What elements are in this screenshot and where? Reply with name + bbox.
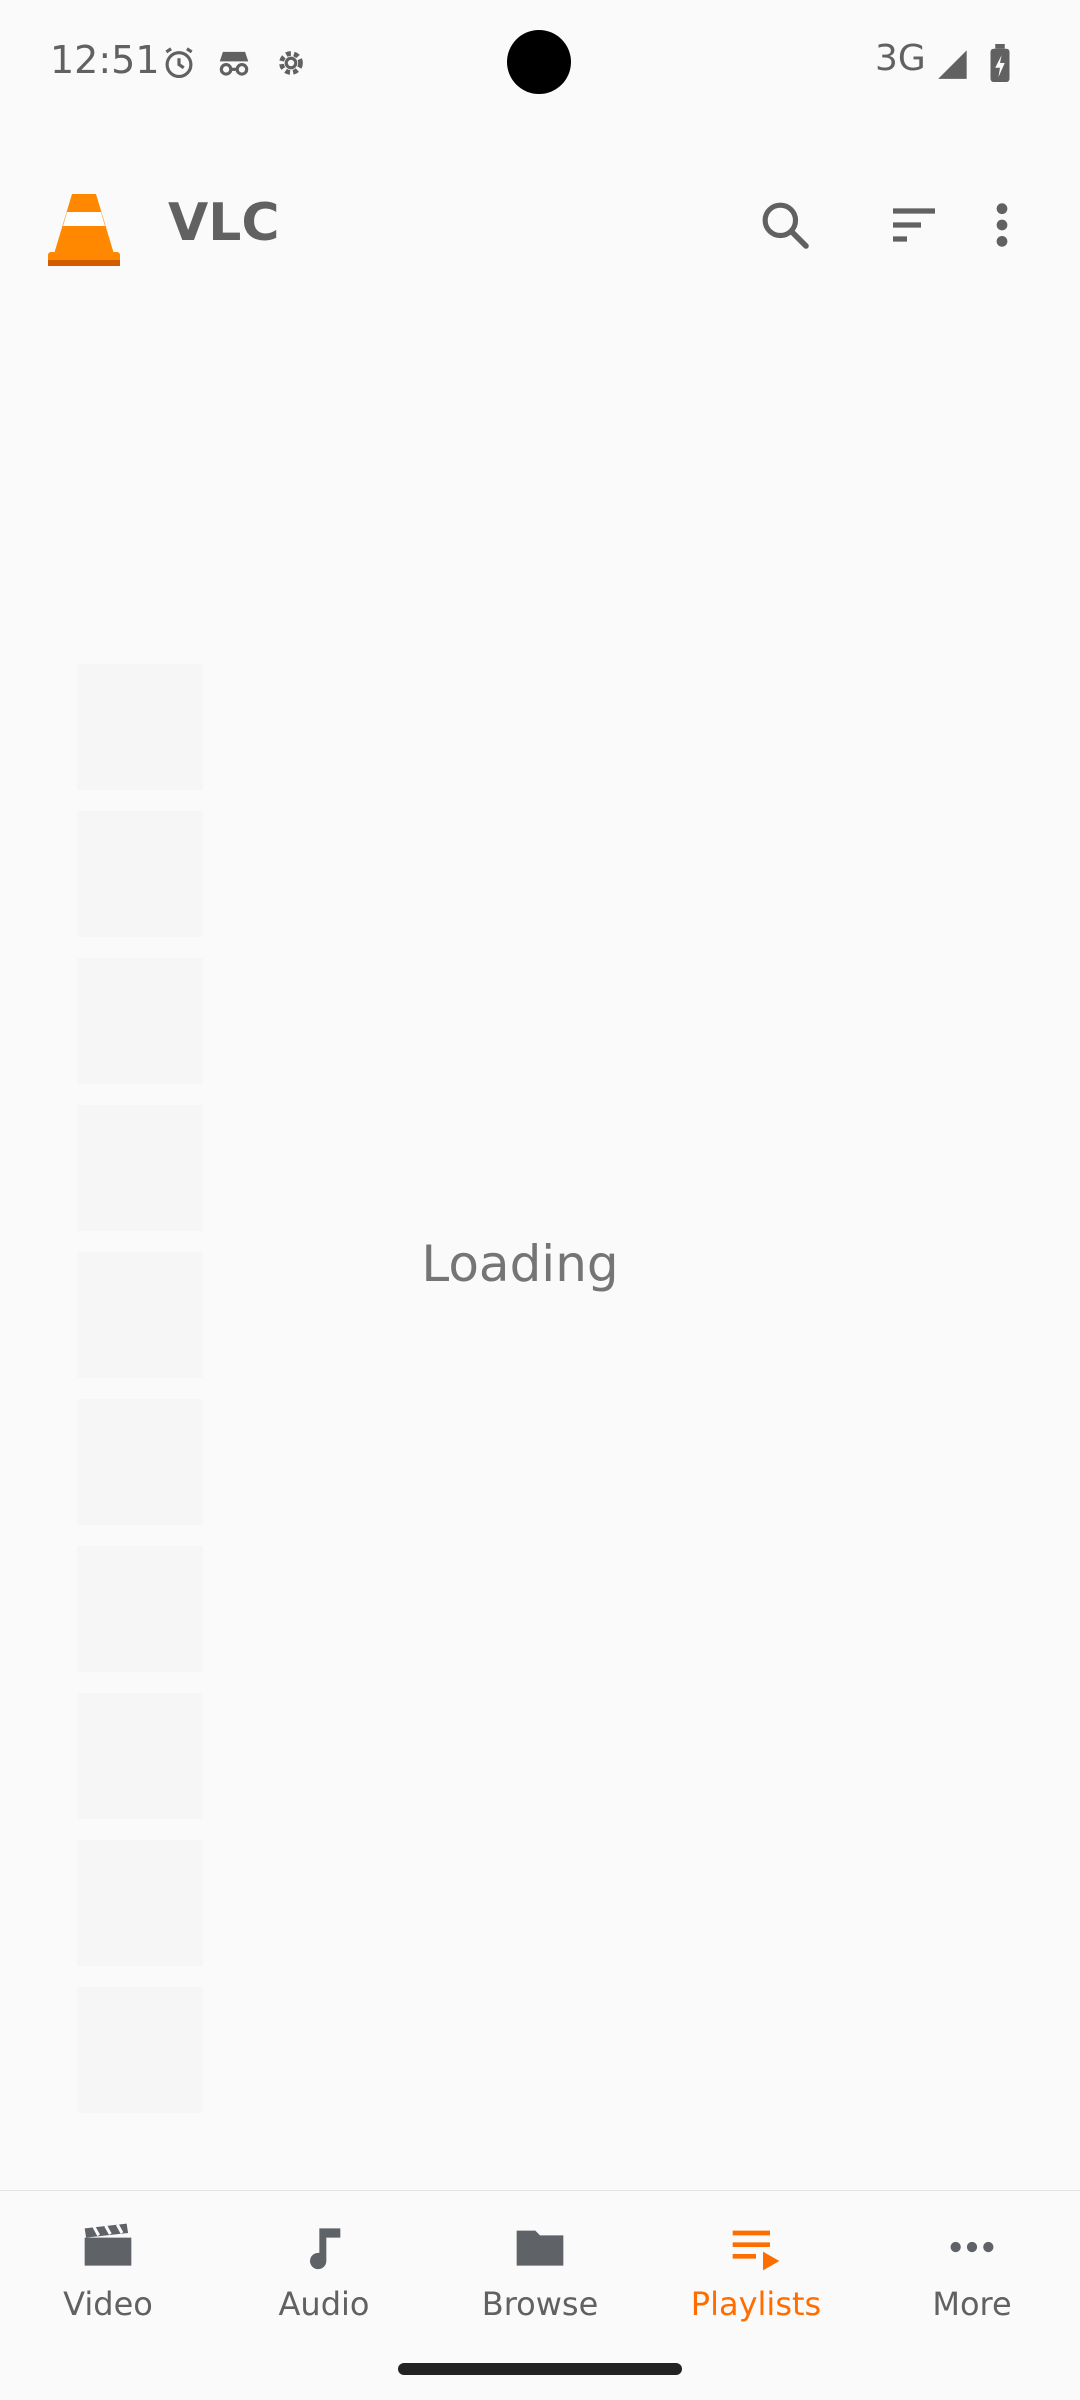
app-bar: VLC: [0, 145, 1080, 310]
nav-label: More: [932, 2285, 1012, 2323]
placeholder-tile: [57, 328, 299, 610]
placeholder-tile: [299, 328, 541, 610]
placeholder-row: [57, 1389, 1023, 1536]
placeholder-text-line: [207, 1286, 1023, 1342]
home-indicator[interactable]: [398, 2363, 682, 2375]
placeholder-thumbnail: [77, 1399, 203, 1525]
placeholder-thumbnail: [77, 1693, 203, 1819]
placeholder-text-line: [207, 1433, 1023, 1489]
more-horiz-icon: [944, 2219, 1000, 2275]
placeholder-thumbnail: [77, 958, 203, 1084]
placeholder-category-row: [57, 328, 1023, 610]
placeholder-thumbnail: [77, 1252, 203, 1378]
nav-label: Browse: [481, 2285, 599, 2323]
app-title: VLC: [168, 193, 280, 253]
placeholder-text-line: [207, 1874, 1023, 1930]
placeholder-row: [57, 654, 1023, 801]
placeholder-text-line: [207, 1727, 1023, 1783]
more-vert-icon[interactable]: [972, 175, 1032, 275]
placeholder-thumbnail: [77, 1546, 203, 1672]
bottom-navigation: Video Audio Browse Playlists More: [0, 2190, 1080, 2337]
nav-label: Video: [63, 2285, 153, 2323]
placeholder-text-line: [207, 1139, 1023, 1195]
placeholder-row: [57, 801, 1023, 948]
alarm-icon: [160, 44, 198, 82]
status-bar: 12:51 3G: [0, 0, 1080, 128]
network-type: 3G: [875, 38, 926, 79]
placeholder-thumbnail: [77, 1840, 203, 1966]
placeholder-row: [57, 1536, 1023, 1683]
placeholder-text-line: [207, 992, 1023, 1048]
placeholder-tile: [540, 328, 782, 610]
placeholder-row: [57, 1683, 1023, 1830]
incognito-icon: [215, 44, 253, 82]
placeholder-thumbnail: [77, 664, 203, 790]
nav-more[interactable]: More: [864, 2191, 1080, 2337]
placeholder-row: [57, 1830, 1023, 1977]
playlist-icon: [728, 2219, 784, 2275]
nav-label: Audio: [278, 2285, 370, 2323]
nav-label: Playlists: [690, 2285, 822, 2323]
placeholder-row: [57, 1095, 1023, 1242]
nav-playlists[interactable]: Playlists: [648, 2191, 864, 2337]
placeholder-row: [57, 1977, 1023, 2124]
battery-icon: [985, 44, 1023, 82]
folder-icon: [512, 2219, 568, 2275]
vlc-cone-icon[interactable]: [48, 190, 120, 268]
nav-video[interactable]: Video: [0, 2191, 216, 2337]
loading-text: Loading: [421, 1235, 619, 1293]
placeholder-text-line: [207, 1580, 1023, 1636]
video-clapper-icon: [80, 2219, 136, 2275]
nav-audio[interactable]: Audio: [216, 2191, 432, 2337]
placeholder-text-line: [207, 2021, 1023, 2077]
placeholder-thumbnail: [77, 1987, 203, 2113]
placeholder-row: [57, 948, 1023, 1095]
placeholder-text-line: [207, 698, 1023, 754]
placeholder-playlist-list: [57, 654, 1023, 2124]
music-note-icon: [296, 2219, 352, 2275]
search-icon[interactable]: [735, 175, 835, 275]
status-time: 12:51: [50, 38, 160, 82]
placeholder-row: [57, 1242, 1023, 1389]
nav-browse[interactable]: Browse: [432, 2191, 648, 2337]
settings-gear-icon: [272, 44, 310, 82]
placeholder-tile: [782, 328, 1024, 610]
placeholder-thumbnail: [77, 811, 203, 937]
front-camera: [507, 30, 571, 94]
signal-icon: [935, 44, 973, 82]
sort-icon[interactable]: [864, 175, 964, 275]
placeholder-text-line: [207, 845, 1023, 901]
placeholder-thumbnail: [77, 1105, 203, 1231]
